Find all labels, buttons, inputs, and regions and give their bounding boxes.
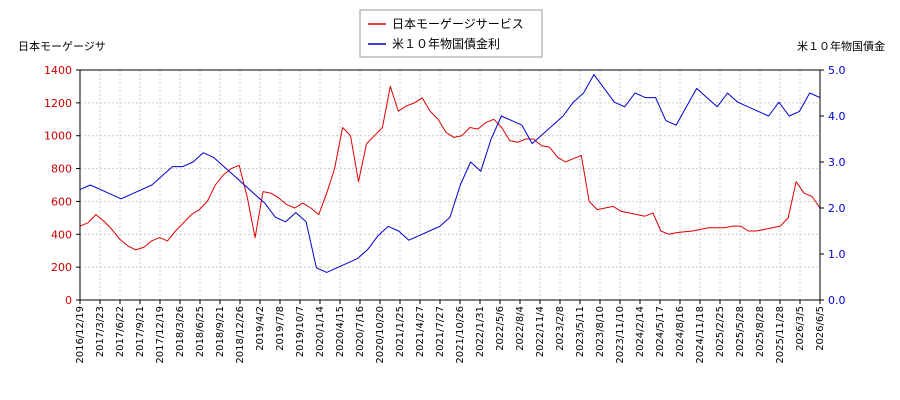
series-lines bbox=[79, 74, 821, 273]
x-axis-ticks: 2016/12/19 2017/3/23 2017/6/22 2017/9/21 201… bbox=[75, 300, 826, 364]
right-tick-label: 1.0 bbox=[828, 248, 846, 261]
x-tick-label: 2025/11/28 bbox=[775, 306, 786, 364]
legend-box bbox=[359, 9, 543, 58]
right-tick-label: 2.0 bbox=[828, 202, 846, 215]
x-tick-label: 2024/8/16 bbox=[675, 306, 686, 357]
series-line-jms bbox=[79, 85, 821, 251]
x-tick-label: 2016/12/19 bbox=[75, 306, 86, 364]
left-tick-label: 200 bbox=[51, 261, 72, 274]
x-tick-label: 2021/4/27 bbox=[415, 306, 426, 357]
legend-label-us10y: 米１０年物国債金利 bbox=[392, 36, 500, 51]
right-tick-label: 4.0 bbox=[828, 110, 846, 123]
left-axis-ticks: 0 200 400 600 800 1000 1200 1400 bbox=[44, 64, 80, 307]
series-line-us10y bbox=[79, 74, 821, 273]
x-tick-label: 2020/1/14 bbox=[315, 306, 326, 357]
right-tick-label: 5.0 bbox=[828, 64, 846, 77]
x-tick-label: 2018/6/25 bbox=[195, 306, 206, 357]
left-tick-label: 0 bbox=[65, 294, 72, 307]
x-tick-label: 2023/11/10 bbox=[615, 306, 626, 364]
x-tick-label: 2021/1/25 bbox=[395, 306, 406, 357]
x-tick-label: 2022/11/4 bbox=[535, 306, 546, 357]
x-tick-label: 2022/8/4 bbox=[515, 306, 526, 351]
x-tick-label: 2023/2/8 bbox=[555, 306, 566, 351]
x-tick-label: 2023/5/11 bbox=[575, 306, 586, 357]
plot-frame bbox=[79, 69, 821, 301]
x-tick-label: 2021/7/27 bbox=[435, 306, 446, 357]
x-tick-label: 2024/5/17 bbox=[655, 306, 666, 357]
legend-label-jms: 日本モーゲージサービス bbox=[392, 17, 524, 31]
left-axis-label: 日本モーゲージサ bbox=[18, 39, 106, 53]
left-tick-label: 400 bbox=[51, 228, 72, 241]
x-tick-label: 2024/2/14 bbox=[635, 306, 646, 357]
x-tick-label: 2024/11/18 bbox=[695, 306, 706, 364]
x-tick-label: 2023/8/10 bbox=[595, 306, 606, 357]
left-tick-label: 1400 bbox=[44, 64, 72, 77]
left-tick-label: 600 bbox=[51, 195, 72, 208]
x-tick-label: 2018/12/26 bbox=[235, 306, 246, 364]
x-tick-label: 2018/3/26 bbox=[175, 306, 186, 357]
gridlines bbox=[79, 69, 821, 301]
x-tick-label: 2021/10/26 bbox=[455, 306, 466, 364]
x-tick-label: 2020/7/16 bbox=[355, 306, 366, 357]
x-tick-label: 2017/12/19 bbox=[155, 306, 166, 364]
x-tick-label: 2018/9/21 bbox=[215, 306, 226, 357]
x-tick-label: 2026/6/5 bbox=[815, 306, 826, 351]
x-tick-label: 2026/3/5 bbox=[795, 306, 806, 351]
legend: 日本モーゲージサービス 米１０年物国債金利 bbox=[359, 9, 543, 58]
right-axis-ticks: 0.0 1.0 2.0 3.0 4.0 5.0 bbox=[820, 64, 846, 307]
right-tick-label: 3.0 bbox=[828, 156, 846, 169]
x-tick-label: 2019/10/7 bbox=[295, 306, 306, 357]
right-axis-label: 米１０年物国債金 bbox=[797, 39, 885, 53]
x-tick-label: 2020/10/20 bbox=[375, 306, 386, 364]
x-tick-label: 2019/4/2 bbox=[255, 306, 266, 351]
right-tick-label: 0.0 bbox=[828, 294, 846, 307]
x-tick-label: 2022/5/6 bbox=[495, 306, 506, 351]
x-tick-label: 2025/2/25 bbox=[715, 306, 726, 357]
left-tick-label: 1200 bbox=[44, 97, 72, 110]
x-tick-label: 2022/1/31 bbox=[475, 306, 486, 357]
left-tick-label: 800 bbox=[51, 163, 72, 176]
x-tick-label: 2025/8/28 bbox=[755, 306, 766, 357]
x-tick-label: 2017/9/21 bbox=[135, 306, 146, 357]
x-tick-label: 2017/3/23 bbox=[95, 306, 106, 357]
x-tick-label: 2019/7/8 bbox=[275, 306, 286, 351]
left-tick-label: 1000 bbox=[44, 130, 72, 143]
x-tick-label: 2020/4/15 bbox=[335, 306, 346, 357]
x-tick-label: 2017/6/22 bbox=[115, 306, 126, 357]
x-tick-label: 2025/5/28 bbox=[735, 306, 746, 357]
